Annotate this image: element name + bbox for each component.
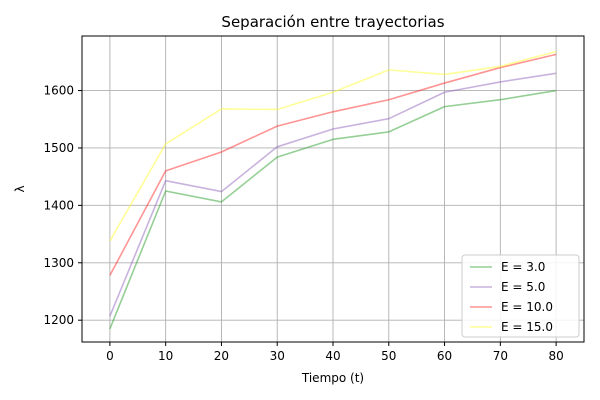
legend-box <box>461 254 580 338</box>
y-axis-label: λ <box>13 185 27 192</box>
legend-label: E = 5.0 <box>501 280 545 294</box>
x-tick-label: 10 <box>158 349 173 363</box>
x-axis-label: Tiempo (t) <box>301 371 364 385</box>
legend-label: E = 15.0 <box>501 320 553 334</box>
x-tick-label: 60 <box>437 349 452 363</box>
y-tick-label: 1200 <box>43 313 74 327</box>
x-tick-label: 40 <box>325 349 340 363</box>
y-tick-label: 1500 <box>43 141 74 155</box>
y-tick-label: 1600 <box>43 84 74 98</box>
x-tick-label: 20 <box>214 349 229 363</box>
legend-label: E = 3.0 <box>501 260 545 274</box>
series-line-1 <box>109 89 557 330</box>
series-lines <box>109 50 557 330</box>
x-tick-label: 30 <box>270 349 285 363</box>
x-tick-label: 0 <box>106 349 114 363</box>
series-line-3 <box>109 53 557 276</box>
x-tick-label: 80 <box>548 349 563 363</box>
chart-title: Separación entre trayectorias <box>221 13 444 31</box>
axis-ticks: 0 10 20 30 40 50 60 70 80 1200 1300 1400 1500 1600 <box>43 84 563 363</box>
legend-label: E = 10.0 <box>501 300 553 314</box>
series-line-2 <box>109 72 557 317</box>
x-tick-label: 50 <box>381 349 396 363</box>
legend: E = 3.0 E = 5.0 E = 10.0 E = 15.0 <box>461 254 580 338</box>
y-tick-label: 1400 <box>43 198 74 212</box>
y-tick-label: 1300 <box>43 256 74 270</box>
x-tick-label: 70 <box>493 349 508 363</box>
series-line-4 <box>109 50 557 242</box>
